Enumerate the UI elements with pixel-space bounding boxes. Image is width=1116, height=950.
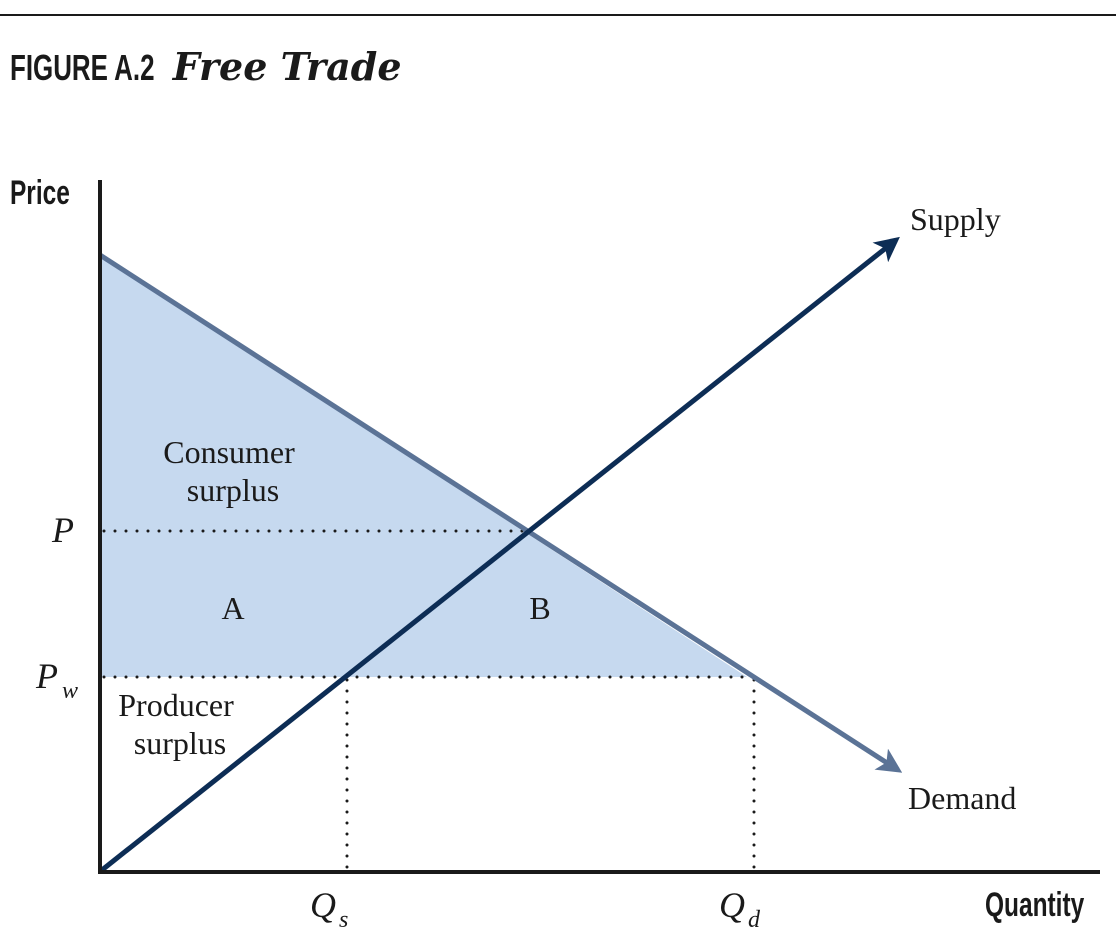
qs-quantity-label: Q s <box>310 885 348 933</box>
supply-label: Supply <box>910 201 1001 237</box>
qd-main: Q <box>719 885 745 925</box>
area-a-label: A <box>221 590 244 626</box>
qd-quantity-label: Q d <box>719 885 761 933</box>
consumer-surplus-line1: Consumer <box>163 434 295 470</box>
demand-curve <box>98 252 903 773</box>
pw-subscript: w <box>62 678 78 704</box>
area-b-label: B <box>529 590 550 626</box>
figure-heading: FIGURE A.2 Free Trade <box>10 44 402 89</box>
qs-main: Q <box>310 885 336 925</box>
pw-price-label: P w <box>35 656 78 704</box>
demand-label: Demand <box>908 780 1016 816</box>
figure-number: FIGURE A.2 <box>10 47 155 88</box>
producer-surplus-line1: Producer <box>118 687 234 723</box>
supply-curve <box>100 236 900 872</box>
consumer-surplus-line2: surplus <box>187 472 279 508</box>
x-axis-title: Quantity <box>985 886 1085 924</box>
producer-surplus-label: Producer surplus <box>118 687 242 761</box>
consumer-surplus-label: Consumer surplus <box>163 434 303 508</box>
qd-subscript: d <box>748 907 761 933</box>
pw-main: P <box>35 656 58 696</box>
qs-subscript: s <box>339 907 348 933</box>
top-rule <box>0 14 1116 16</box>
producer-surplus-line2: surplus <box>134 725 226 761</box>
p-price-label: P <box>51 510 74 550</box>
figure-title: Free Trade <box>172 44 402 89</box>
y-axis-title: Price <box>10 174 70 212</box>
